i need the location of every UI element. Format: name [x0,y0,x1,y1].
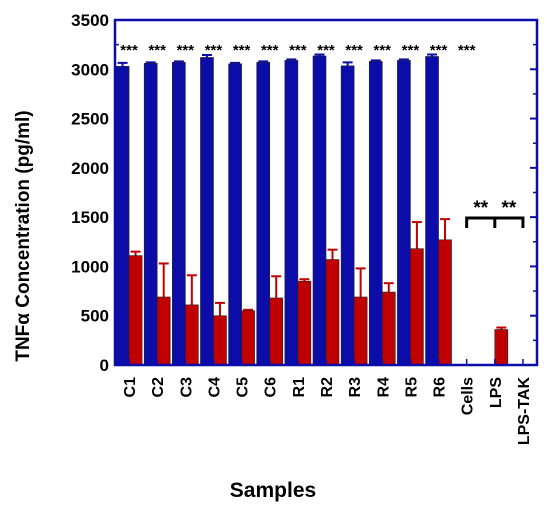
significance-label: *** [205,42,223,59]
bracket-label: ** [501,198,516,219]
y-tick-label: 1500 [71,208,109,227]
bar-red [297,280,312,366]
x-tick-label: C1 [122,377,139,398]
significance-label: *** [345,42,363,59]
x-tick-label: R5 [403,377,420,398]
bar-blue [228,63,242,366]
bar-red [353,296,368,366]
y-tick-label: 3500 [71,11,109,30]
significance-label: *** [402,42,420,59]
bar-blue [312,55,327,366]
significance-label: *** [289,42,307,59]
y-tick-label: 500 [81,307,109,326]
bar-red [213,315,227,366]
x-tick-label: C5 [235,377,252,398]
y-tick-label: 1000 [71,257,109,276]
x-tick-label: C2 [150,377,167,398]
y-tick-label: 3000 [71,60,109,79]
bar-blue [340,65,355,366]
bar-blue [115,66,130,366]
y-tick-label: 2000 [71,159,109,178]
annotations-group: *** *** *** *** *** *** *** *** *** *** *** *** ****… [120,42,525,228]
y-tick-label: 0 [100,356,109,375]
significance-label: *** [430,42,448,59]
bar-blue [368,61,383,366]
x-tick-label: R4 [375,377,392,398]
bar-red [438,239,452,366]
y-axis-label: TNFα Concentration (pg/ml) [13,110,34,361]
x-tick-label: C4 [206,377,223,398]
bar-red [269,297,284,366]
bar-red [410,248,424,366]
y-tick-label: 2500 [71,110,109,129]
bar-blue [284,60,299,366]
bar-blue [425,56,439,366]
bar-blue [256,62,271,366]
bars-group [115,53,537,366]
x-axis-label: Samples [230,479,316,502]
x-tick-label: R3 [347,377,364,398]
x-tick-label: R6 [432,377,449,398]
significance-label: *** [233,42,251,59]
significance-label: *** [458,42,476,59]
significance-label: *** [177,42,195,59]
x-tick-label: R2 [319,377,336,398]
bracket-label: ** [473,198,488,219]
bar-red [156,296,171,366]
significance-label: *** [317,42,335,59]
bar-red [325,259,340,366]
bar-blue [200,57,214,366]
bar-red [128,255,143,366]
x-tick-label: R1 [291,377,308,398]
bar-blue [397,60,411,366]
x-tick-label: LPS [488,377,505,408]
significance-label: *** [261,42,279,59]
axes-group: 0 500 1000 1500 2000 2500 3000 3500 C1 C2 C3 C4 C5 C6… [71,11,539,446]
x-tick-label: C6 [263,377,280,398]
bar-red [185,304,199,366]
significance-label: *** [374,42,392,59]
x-tick-label: LPS-TAK [516,377,533,446]
significance-label: *** [148,42,166,59]
bar-red [494,329,509,366]
bar-red [381,291,396,366]
x-tick-label: Cells [460,377,477,415]
bar-blue [172,62,186,366]
bar-red [241,310,255,366]
significance-label: *** [120,42,138,59]
x-tick-label: C3 [178,377,195,398]
bar-blue [143,63,158,366]
